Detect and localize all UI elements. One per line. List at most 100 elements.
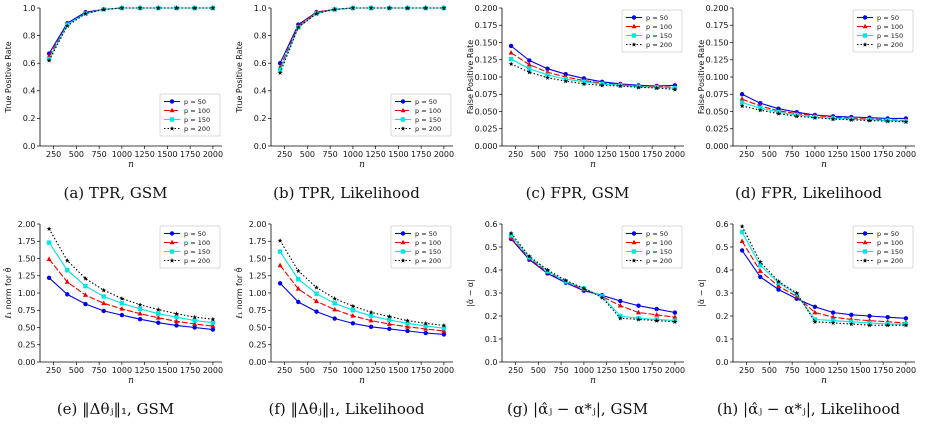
- y-tick-label: 0.3: [716, 289, 729, 298]
- x-tick-label: 2000: [434, 150, 454, 159]
- y-tick-label: 0.1: [716, 335, 729, 344]
- panel-caption: (b) TPR, Likelihood: [273, 184, 420, 202]
- series-line: [48, 228, 213, 320]
- data-point: [849, 312, 854, 318]
- data-point: [812, 115, 818, 120]
- series-line: [741, 226, 906, 326]
- data-point: [368, 313, 374, 318]
- y-tick-label: 0.050: [475, 107, 498, 116]
- data-point: [776, 287, 781, 292]
- y-tick-label: 0.075: [475, 90, 498, 99]
- series-line: [48, 7, 213, 57]
- legend-marker: [400, 99, 406, 104]
- data-point: [295, 286, 301, 291]
- y-tick-label: 0.2: [23, 114, 36, 123]
- data-point: [174, 311, 179, 316]
- data-point: [654, 306, 659, 312]
- y-tick-label: 1.0: [23, 4, 36, 13]
- series-line: [510, 45, 675, 87]
- x-axis-label: n: [590, 160, 596, 170]
- series-line: [279, 7, 444, 64]
- series-p-150: [46, 240, 216, 325]
- y-tick-label: 0.0: [254, 142, 267, 151]
- x-axis-label: n: [359, 160, 365, 170]
- series-line: [510, 58, 675, 89]
- chart-panel: 0.000 0.025 0.050 0.075 0.100 0.125 0.150 0.175…: [693, 0, 924, 216]
- series-line: [48, 277, 213, 331]
- x-tick-label: 1000: [112, 366, 132, 375]
- series-line: [48, 258, 213, 327]
- x-tick-label: 500: [300, 150, 315, 159]
- y-axis-label: ℓ₁ norm for θ̂: [2, 267, 13, 319]
- x-tick-label: 500: [531, 150, 546, 159]
- series-line: [279, 7, 444, 68]
- legend-marker: [631, 42, 637, 47]
- data-point: [295, 268, 301, 274]
- panel-caption: (e) ‖Δθⱼ‖₁, GSM: [56, 400, 175, 418]
- x-tick-label: 1500: [388, 366, 408, 375]
- series-p-50: [739, 248, 909, 321]
- series-line: [510, 63, 675, 90]
- line-chart: 0.0 0.1 0.2 0.3 0.4 0.5 0.6 250 500 750 1000 1250 15…: [696, 220, 916, 386]
- data-point: [83, 276, 88, 281]
- data-point: [776, 111, 781, 116]
- data-point: [527, 58, 532, 63]
- y-tick-label: 1.75: [249, 237, 267, 246]
- data-point: [441, 328, 447, 333]
- data-point: [192, 314, 198, 320]
- y-tick-label: 0.0: [485, 358, 498, 367]
- data-point: [332, 316, 337, 321]
- data-point: [526, 69, 532, 75]
- data-point: [405, 328, 410, 334]
- legend-box: [159, 225, 221, 269]
- data-point: [314, 291, 319, 296]
- legend-box: [852, 225, 914, 269]
- x-tick-label: 1750: [180, 366, 200, 375]
- y-tick-label: 0.5: [485, 243, 498, 252]
- legend-label: p = 150: [646, 248, 672, 256]
- data-point: [174, 318, 179, 324]
- y-tick-label: 0.6: [254, 59, 267, 68]
- series-p-100: [277, 5, 447, 70]
- data-point: [885, 118, 891, 124]
- y-tick-label: 0.6: [716, 220, 729, 229]
- legend-marker: [169, 239, 175, 245]
- data-point: [386, 5, 392, 11]
- series-p-150: [277, 5, 447, 73]
- data-point: [885, 314, 890, 320]
- data-point: [545, 75, 550, 80]
- legend-marker: [169, 249, 175, 254]
- x-tick-label: 2000: [665, 150, 685, 159]
- data-point: [776, 280, 781, 285]
- data-point: [137, 317, 143, 322]
- y-tick-label: 1.0: [254, 4, 267, 13]
- series-line: [279, 265, 444, 332]
- data-point: [545, 66, 550, 71]
- y-tick-label: 0.2: [716, 312, 729, 321]
- y-tick-label: 0.100: [706, 73, 729, 82]
- x-tick-label: 250: [508, 150, 523, 159]
- data-point: [441, 325, 447, 331]
- data-point: [192, 5, 198, 11]
- chart-panel: 0.00 0.25 0.50 0.75 1.00 1.25 1.50 1.75 2.00 250 5…: [0, 216, 231, 432]
- series-p-50: [277, 5, 447, 66]
- legend-marker: [862, 33, 868, 38]
- y-axis-label: ℓ₁ norm for θ̂: [233, 267, 244, 319]
- data-point: [332, 306, 338, 312]
- series-p-200: [508, 61, 678, 92]
- data-point: [64, 258, 70, 263]
- x-tick-label: 1000: [343, 150, 363, 159]
- x-tick-label: 1500: [619, 150, 639, 159]
- y-tick-label: 0.75: [18, 306, 36, 315]
- x-tick-label: 250: [46, 366, 61, 375]
- legend-label: p = 200: [646, 41, 672, 49]
- data-point: [903, 322, 909, 328]
- y-tick-label: 0.175: [475, 21, 498, 30]
- x-tick-label: 500: [762, 366, 777, 375]
- x-tick-label: 2000: [665, 366, 685, 375]
- legend-marker: [400, 126, 406, 131]
- legend-label: p = 50: [184, 230, 206, 238]
- chart-panel: 0.000 0.025 0.050 0.075 0.100 0.125 0.150 0.175…: [462, 0, 693, 216]
- series-p-200: [277, 5, 447, 76]
